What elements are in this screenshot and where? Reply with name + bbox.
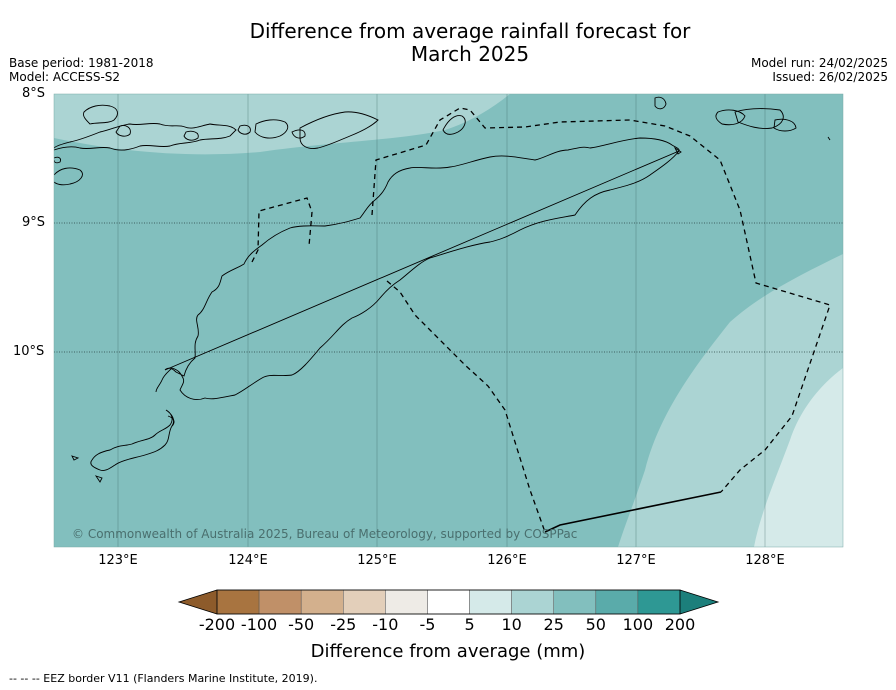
lon-label-123e: 123°E	[98, 553, 138, 568]
lon-label-127e: 127°E	[616, 553, 656, 568]
model-run: Model run: 24/02/2025	[750, 56, 888, 70]
colorbar-segment	[343, 589, 386, 615]
lon-label-128e: 128°E	[745, 553, 785, 568]
lat-gridlines	[54, 222, 843, 353]
meta-left: Base period: 1981-2018 Model: ACCESS-S2	[9, 56, 154, 84]
colorbar-tick-label: -10	[372, 615, 399, 634]
meta-right: Model run: 24/02/2025 Issued: 26/02/2025	[751, 56, 888, 84]
lat-label-9s: 9°S	[22, 215, 46, 230]
coastlines	[54, 96, 831, 483]
colorbar-tick-label: 100	[622, 615, 654, 634]
colorbar-tick-label: 5	[464, 615, 475, 634]
base-period: Base period: 1981-2018	[9, 56, 154, 70]
colorbar-tick-label: -200	[198, 615, 236, 634]
colorbar-segment	[595, 589, 639, 615]
colorbar-segment	[511, 589, 554, 615]
lat-label-10s: 10°S	[13, 344, 45, 359]
colorbar-tick-label: 200	[664, 615, 696, 634]
map-canvas	[53, 93, 844, 548]
lat-label-8s: 8°S	[22, 86, 46, 101]
map-frame	[53, 93, 844, 548]
band-5-10-southeast	[754, 368, 843, 547]
band-10-25-north	[54, 94, 510, 155]
timor-coastline	[155, 137, 680, 401]
colorbar-segment	[427, 589, 470, 615]
eez-legend-note: -- -- -- EEZ border V11 (Flanders Marine…	[9, 672, 318, 685]
colorbar-segment	[300, 589, 344, 615]
colorbar-tick-label: 10	[501, 615, 522, 634]
issued-date: Issued: 26/02/2025	[772, 70, 888, 84]
rote-coastline	[90, 409, 175, 471]
model-name: Model: ACCESS-S2	[9, 70, 121, 84]
eez-border	[251, 107, 831, 533]
title-line-1: Difference from average rainfall forecas…	[249, 19, 691, 43]
colorbar-tick-label: 50	[585, 615, 606, 634]
colorbar-segment	[637, 589, 681, 615]
lon-label-125e: 125°E	[357, 553, 397, 568]
colorbar-tick-label: -5	[419, 615, 436, 634]
map-title: Difference from average rainfall forecas…	[0, 20, 896, 66]
colorbar	[177, 589, 720, 615]
colorbar-extend-left	[179, 590, 217, 614]
colorbar-title: Difference from average (mm)	[310, 641, 586, 662]
colorbar-segment	[385, 589, 428, 615]
title-line-2: March 2025	[410, 42, 530, 66]
colorbar-tick-label: -100	[240, 615, 278, 634]
lon-label-124e: 124°E	[228, 553, 268, 568]
eez-border-solid	[544, 491, 722, 533]
colorbar-segment	[469, 589, 512, 615]
colorbar-tick-label: -50	[288, 615, 315, 634]
colorbar-segment	[258, 589, 302, 615]
colorbar-outline	[216, 589, 681, 615]
colorbar-extend-right	[680, 590, 718, 614]
lon-label-126e: 126°E	[487, 553, 527, 568]
colorbar-segment	[216, 589, 260, 615]
north-islands-coastline	[54, 122, 237, 151]
colorbar-tick-label: -25	[330, 615, 357, 634]
colorbar-tick-label: 25	[543, 615, 564, 634]
colorbar-segment	[553, 589, 597, 615]
copyright-notice: © Commonwealth of Australia 2025, Bureau…	[72, 527, 578, 541]
